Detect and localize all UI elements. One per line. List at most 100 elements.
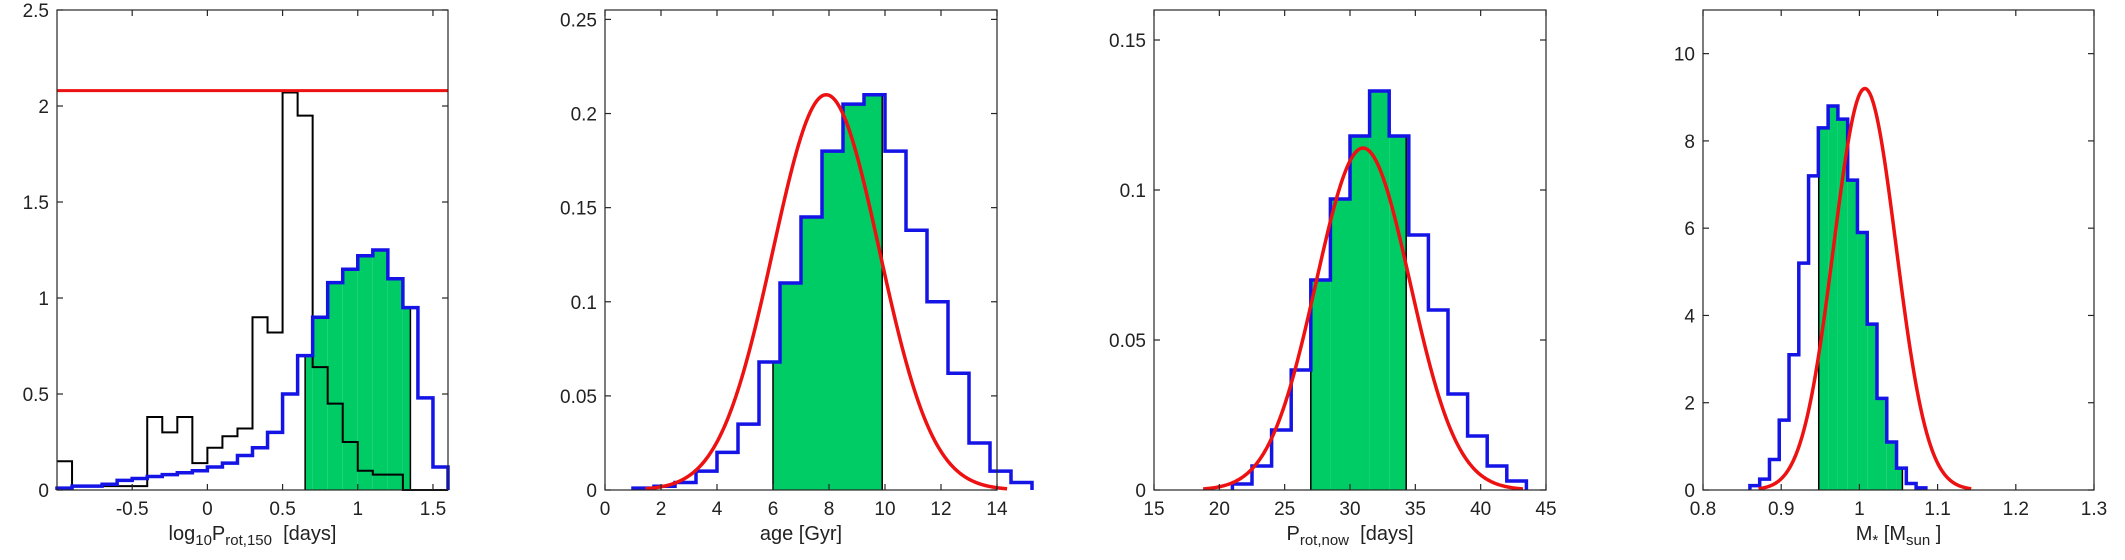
fill-bin <box>387 278 403 490</box>
x-axis-label-part: [M <box>1878 523 1906 545</box>
x-axis-label-part: [days] <box>272 523 336 545</box>
y-tick-label: 0.5 <box>23 385 49 406</box>
y-tick-label: 0 <box>1135 481 1146 502</box>
fill-bin <box>342 269 358 490</box>
gaussian-fit <box>1202 146 1524 491</box>
x-tick-label: 4 <box>712 499 723 520</box>
y-tick-label: 0 <box>38 481 49 502</box>
fill-bin <box>312 317 328 490</box>
y-tick-label: 6 <box>1684 219 1695 240</box>
x-axis-label-part: 10 <box>195 532 212 549</box>
y-tick-label: 0.1 <box>1120 181 1146 202</box>
fill-bin <box>1896 468 1903 490</box>
x-axis-label-part: * <box>1872 532 1878 549</box>
fill-bin <box>402 307 411 490</box>
y-tick-label: 8 <box>1684 132 1695 153</box>
x-axis-label-part: ] <box>1930 523 1941 545</box>
x-tick-label: 10 <box>874 499 895 520</box>
y-tick-label: 0.15 <box>1109 31 1146 52</box>
x-tick-label: 40 <box>1470 499 1491 520</box>
x-axis-label-part: P <box>1286 523 1299 545</box>
y-tick-label: 2 <box>1684 394 1695 415</box>
x-axis-label-part: sun <box>1906 532 1930 549</box>
y-tick-label: 0 <box>1684 481 1695 502</box>
x-tick-label: 1.1 <box>1924 499 1950 520</box>
y-tick-label: 0.05 <box>560 387 597 408</box>
y-tick-label: 0 <box>586 481 597 502</box>
x-tick-label: 20 <box>1209 499 1230 520</box>
y-tick-label: 0.25 <box>560 10 597 31</box>
panel-age: 0 2 4 6 8 10 12 14 0 0.05 0.1 0.15 0.2 0.25 age [Gyr] <box>560 9 1034 545</box>
fill-bin <box>1857 232 1868 490</box>
x-tick-label: 45 <box>1535 499 1556 520</box>
histogram-outline <box>55 248 450 490</box>
fill-bin <box>372 250 388 490</box>
x-axis-label-part: log <box>169 523 196 545</box>
x-axis-label: M* [Msun ] <box>1856 523 1942 549</box>
x-tick-label: 0 <box>202 499 213 520</box>
x-tick-label: 1.3 <box>2081 499 2107 520</box>
x-tick-label: 30 <box>1339 499 1360 520</box>
y-tick-label: 10 <box>1674 45 1695 66</box>
x-axis-label: Prot,now [days] <box>1286 523 1413 549</box>
x-tick-label: 25 <box>1274 499 1295 520</box>
panel-prot-now: 15 20 25 30 35 40 45 0 0.05 0.1 0.15 Prot,now [days… <box>1109 9 1557 549</box>
axes-box <box>56 9 449 491</box>
y-tick-label: 4 <box>1684 306 1695 327</box>
fill-bin <box>327 282 343 490</box>
fill-bin <box>1837 119 1848 490</box>
x-tick-label: 0.9 <box>1768 499 1794 520</box>
x-tick-label: 1 <box>352 499 363 520</box>
fill-bin <box>305 355 313 490</box>
x-tick-label: 8 <box>824 499 835 520</box>
fill-bin <box>1876 398 1887 490</box>
x-axis-label-part: rot,150 <box>225 532 272 549</box>
axes-box <box>1702 9 2095 491</box>
y-tick-label: 0.1 <box>571 293 597 314</box>
fill-bin <box>357 255 373 490</box>
fill-bin <box>843 104 864 490</box>
x-tick-label: 0 <box>600 499 611 520</box>
x-tick-label: -0.5 <box>116 499 149 520</box>
fill-bin <box>1818 127 1829 491</box>
fill-bin <box>773 362 780 490</box>
x-tick-label: 1.5 <box>420 499 446 520</box>
x-axis-label-part: rot,now <box>1300 532 1349 549</box>
panel-stellar-mass: 0.8 0.9 1 1.1 1.2 1.3 0 2 4 6 8 10 M* [Msun ] <box>1674 9 2107 549</box>
x-axis-label-part: age [Gyr] <box>760 523 842 545</box>
black-histogram <box>57 91 448 491</box>
x-axis-label-part: P <box>212 523 225 545</box>
histogram-outline <box>1748 104 1928 490</box>
fill-bin <box>801 217 822 490</box>
fill-bin <box>864 94 883 491</box>
fill-bin <box>1847 180 1858 490</box>
panel-log-prot-150: -0.5 0 0.5 1 1.5 0 0.5 1 1.5 2 2.5 log10Prot,150 [d… <box>23 1 450 549</box>
y-tick-label: 0.2 <box>571 105 597 126</box>
histogram-outline <box>631 92 1034 490</box>
x-tick-label: 12 <box>930 499 951 520</box>
x-tick-label: 0.8 <box>1690 499 1716 520</box>
x-tick-label: 6 <box>768 499 779 520</box>
axes-box <box>604 9 998 491</box>
y-tick-label: 0.05 <box>1109 331 1146 352</box>
fill-bin <box>1886 442 1897 490</box>
y-tick-label: 1 <box>38 289 49 310</box>
x-tick-label: 15 <box>1143 499 1164 520</box>
fill-bin <box>780 282 801 490</box>
fill-bin <box>1369 91 1390 490</box>
x-axis-label: log10Prot,150 [days] <box>169 523 337 549</box>
fill-bin <box>1330 199 1350 490</box>
gaussian-fit <box>645 92 1008 491</box>
fill-bin <box>822 151 843 491</box>
x-axis-label-part: M <box>1856 523 1873 545</box>
y-tick-label: 2.5 <box>23 1 49 22</box>
x-tick-label: 35 <box>1405 499 1426 520</box>
fill-bin <box>1867 324 1877 490</box>
x-tick-label: 1.2 <box>2003 499 2029 520</box>
y-tick-label: 1.5 <box>23 193 49 214</box>
y-tick-label: 2 <box>38 97 49 118</box>
fill-bin <box>1389 136 1407 490</box>
x-axis-label-part: [days] <box>1349 523 1413 545</box>
fill-bin <box>1828 106 1838 490</box>
